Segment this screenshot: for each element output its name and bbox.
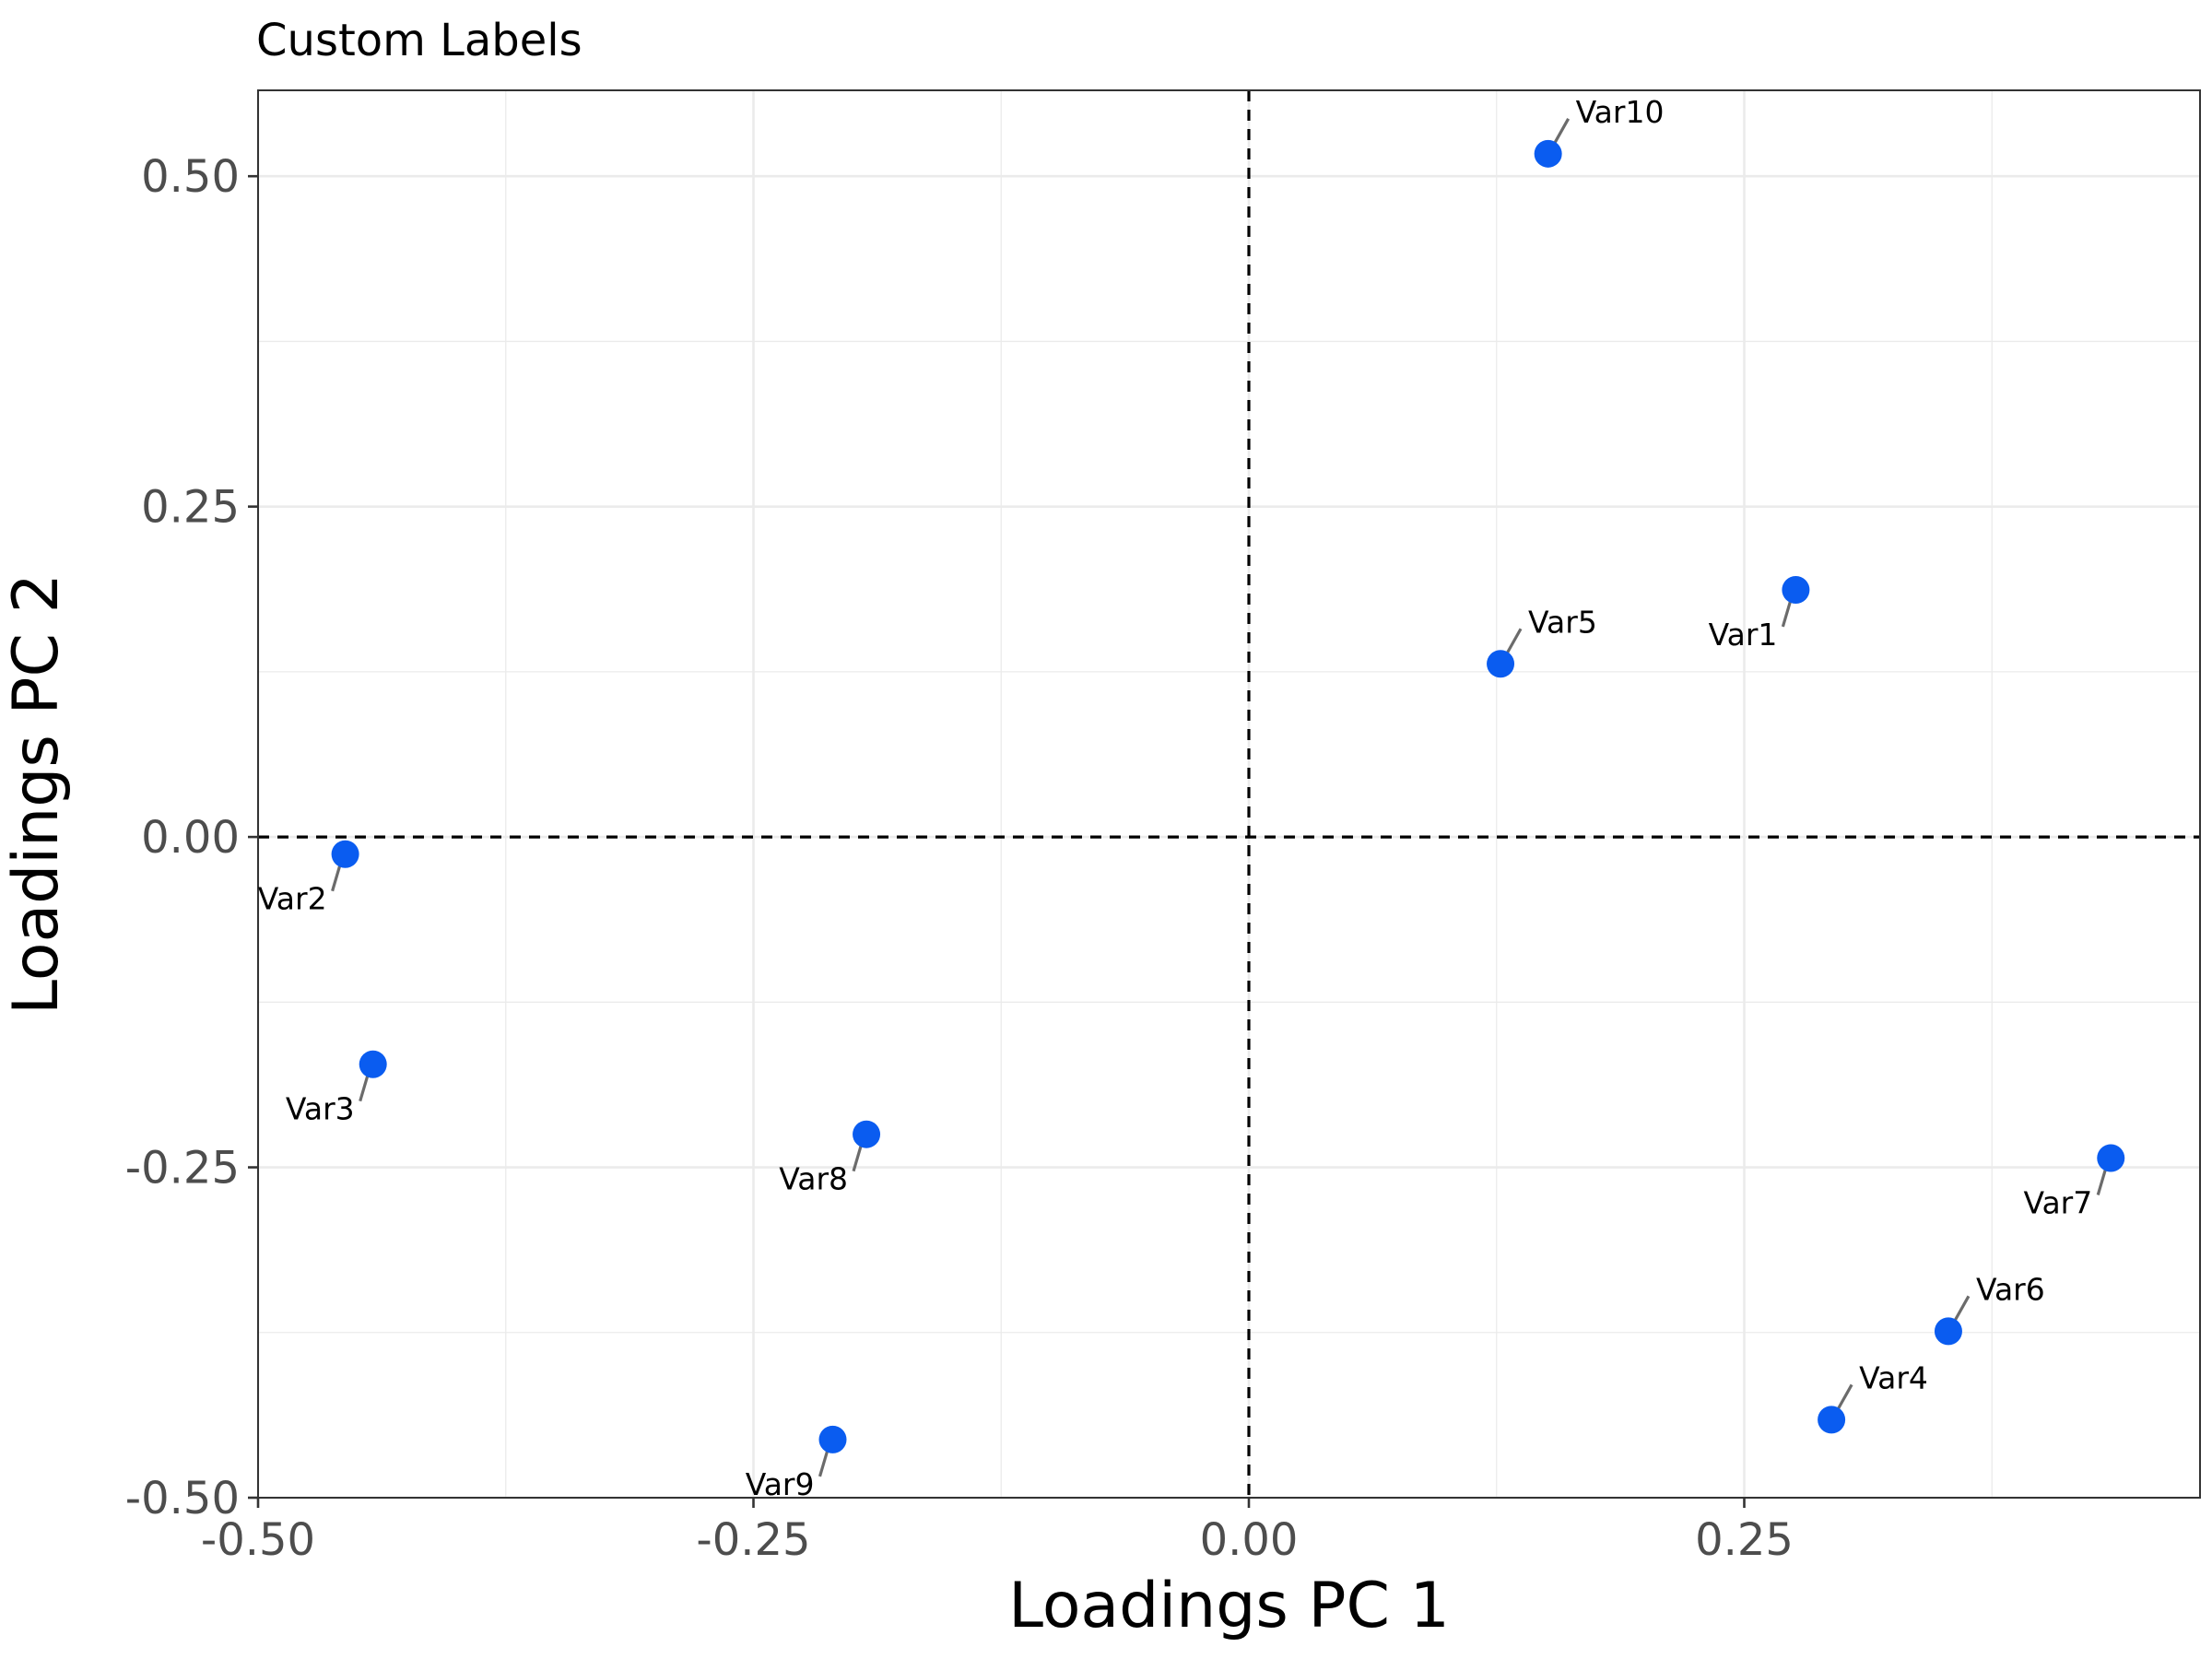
- data-point: [1818, 1406, 1846, 1434]
- chart-title: Custom Labels: [256, 15, 582, 66]
- point-label: Var3: [286, 1091, 355, 1127]
- point-labels: Var1 Var2 Var3 Var4 Var5 Var6 Var7 Var8 Var9 Var1…: [258, 94, 2109, 1502]
- point-label: Var7: [2023, 1185, 2092, 1221]
- point-label: Var5: [1528, 604, 1597, 640]
- y-tick-label: -0.25: [125, 1143, 240, 1194]
- x-tick-label: 0.25: [1695, 1514, 1794, 1566]
- data-points: [331, 139, 2125, 1453]
- y-tick-label: 0.50: [141, 151, 240, 203]
- point-label: Var8: [779, 1161, 848, 1197]
- x-tick-label: 0.00: [1200, 1514, 1299, 1566]
- x-tick-label: -0.25: [696, 1514, 810, 1566]
- data-point: [1782, 575, 1810, 604]
- y-tick-label: -0.50: [125, 1473, 240, 1524]
- data-point: [359, 1050, 387, 1078]
- point-label: Var9: [746, 1466, 815, 1502]
- point-label: Var6: [1976, 1271, 2045, 1307]
- point-label: Var2: [258, 881, 327, 917]
- data-point: [818, 1425, 847, 1453]
- data-point: [853, 1120, 881, 1148]
- y-tick-label: 0.25: [141, 482, 240, 534]
- point-label: Var1: [1709, 617, 1778, 653]
- data-point: [2097, 1144, 2125, 1172]
- data-point: [1934, 1317, 1962, 1346]
- y-axis: -0.50 -0.25 0.00 0.25 0.50: [125, 151, 258, 1524]
- point-label: Var10: [1576, 94, 1665, 130]
- y-tick-label: 0.00: [141, 812, 240, 864]
- x-tick-label: -0.50: [201, 1514, 315, 1566]
- panel-border: [257, 89, 2201, 1499]
- data-point: [1534, 139, 1562, 168]
- data-point: [331, 840, 359, 868]
- y-axis-title: Loadings PC 2: [0, 573, 73, 1015]
- plot-panel: [258, 90, 2200, 1498]
- x-axis: -0.50 -0.25 0.00 0.25: [201, 1498, 1794, 1566]
- data-point: [1487, 650, 1515, 678]
- x-axis-title: Loadings PC 1: [1008, 1570, 1450, 1642]
- point-label: Var4: [1859, 1359, 1928, 1395]
